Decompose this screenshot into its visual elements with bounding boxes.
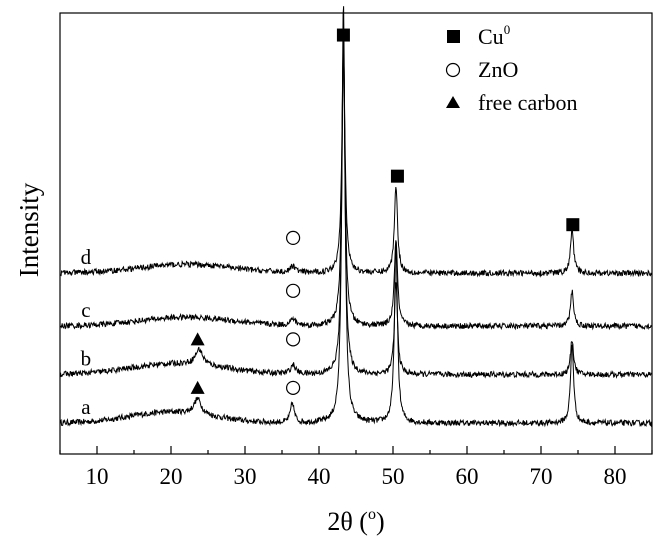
legend-label-carbon: free carbon [478, 90, 578, 115]
series-line-d [59, 45, 653, 278]
zno-peak-marker [286, 283, 301, 298]
x-tick-label: 70 [530, 464, 553, 489]
x-tick-label: 60 [456, 464, 479, 489]
legend: Cu0 ZnO free carbon [445, 22, 578, 115]
legend-label-zno: ZnO [478, 57, 518, 82]
legend-triangle-marker [446, 96, 460, 108]
x-tick-label: 50 [382, 464, 405, 489]
x-axis-label-sup: o [368, 506, 376, 523]
series-label-a: a [81, 395, 91, 419]
y-axis-label: Intensity [14, 182, 44, 277]
cu-peak-marker [566, 218, 580, 232]
cu-peak-marker [390, 169, 404, 183]
x-tick-label: 30 [234, 464, 257, 489]
zno-peak-marker [286, 230, 301, 246]
legend-entry-carbon: free carbon [446, 90, 578, 115]
legend-square-marker [447, 30, 460, 43]
series-line-c [59, 40, 653, 331]
series-label-d: d [81, 245, 92, 269]
legend-label-cu-text: Cu [478, 24, 504, 49]
plot-frame [59, 12, 653, 455]
carbon-peak-marker [190, 332, 205, 346]
cu-peak-marker [336, 28, 350, 42]
x-tick-label: 10 [86, 464, 109, 489]
x-axis-label-base: 2θ ( [327, 507, 368, 536]
x-tick-label: 40 [308, 464, 331, 489]
legend-label-cu: Cu0 [478, 22, 510, 49]
legend-circle-marker [445, 62, 461, 78]
x-tick-label: 80 [604, 464, 627, 489]
x-axis-label: 2θ (o) [327, 506, 384, 536]
series-layer: a bc d [59, 6, 653, 428]
x-axis-label-end: ) [376, 507, 385, 536]
legend-label-cu-sup: 0 [504, 22, 511, 37]
x-tick-label: 20 [160, 464, 183, 489]
x-axis: 10 20 30 40 50 60 70 80 [59, 446, 653, 489]
series-line-a [59, 6, 653, 428]
zno-peak-marker [286, 380, 301, 395]
series-label-c: c [81, 298, 90, 322]
series-line-b [59, 44, 653, 379]
legend-entry-zno: ZnO [445, 57, 518, 82]
legend-entry-cu: Cu0 [447, 22, 510, 49]
series-label-b: b [81, 346, 92, 370]
zno-peak-marker [286, 332, 301, 347]
marker-layer [190, 28, 580, 395]
carbon-peak-marker [190, 380, 205, 394]
